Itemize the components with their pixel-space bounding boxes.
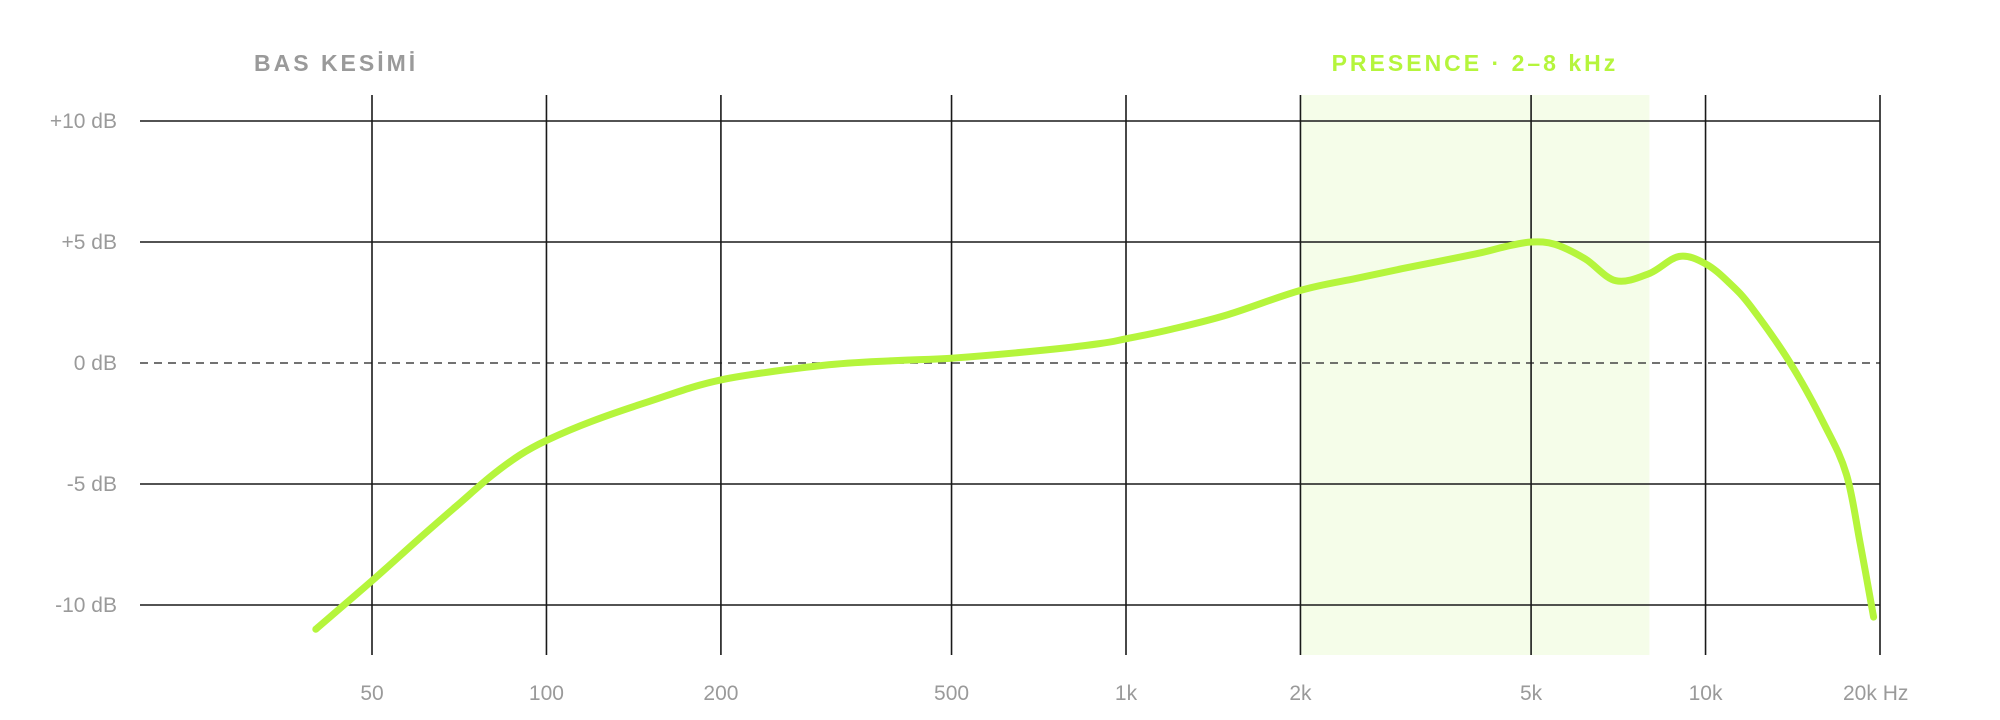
y-tick-label: +10 dB [50, 110, 117, 133]
x-tick-label: 2k [1289, 682, 1312, 705]
band-annotations: BAS KESİMİ PRESENCE · 2–8 kHz [254, 50, 1619, 76]
x-tick-label: 100 [529, 682, 564, 705]
presence-label: PRESENCE · 2–8 kHz [1332, 50, 1619, 76]
x-tick-label: 200 [703, 682, 738, 705]
vertical-gridlines [371, 95, 1881, 655]
x-axis-labels: 50 100 200 500 1k 2k 5k 10k 20k Hz [360, 682, 1908, 705]
response-curve [312, 238, 1878, 633]
y-tick-label: -5 dB [67, 473, 117, 496]
x-tick-label: 10k [1689, 682, 1723, 705]
x-tick-label: 5k [1520, 682, 1543, 705]
x-tick-label: 500 [934, 682, 969, 705]
y-tick-label: +5 dB [62, 231, 117, 254]
y-axis-labels: +10 dB +5 dB 0 dB -5 dB -10 dB [50, 110, 117, 617]
bass-cut-label: BAS KESİMİ [254, 50, 418, 76]
y-tick-label: 0 dB [74, 352, 117, 375]
horizontal-gridlines [140, 120, 1880, 606]
x-tick-label: 50 [360, 682, 383, 705]
x-tick-label: 1k [1115, 682, 1138, 705]
y-tick-label: -10 dB [55, 594, 117, 617]
presence-band [1300, 95, 1650, 655]
x-tick-label: 20k Hz [1843, 682, 1908, 705]
